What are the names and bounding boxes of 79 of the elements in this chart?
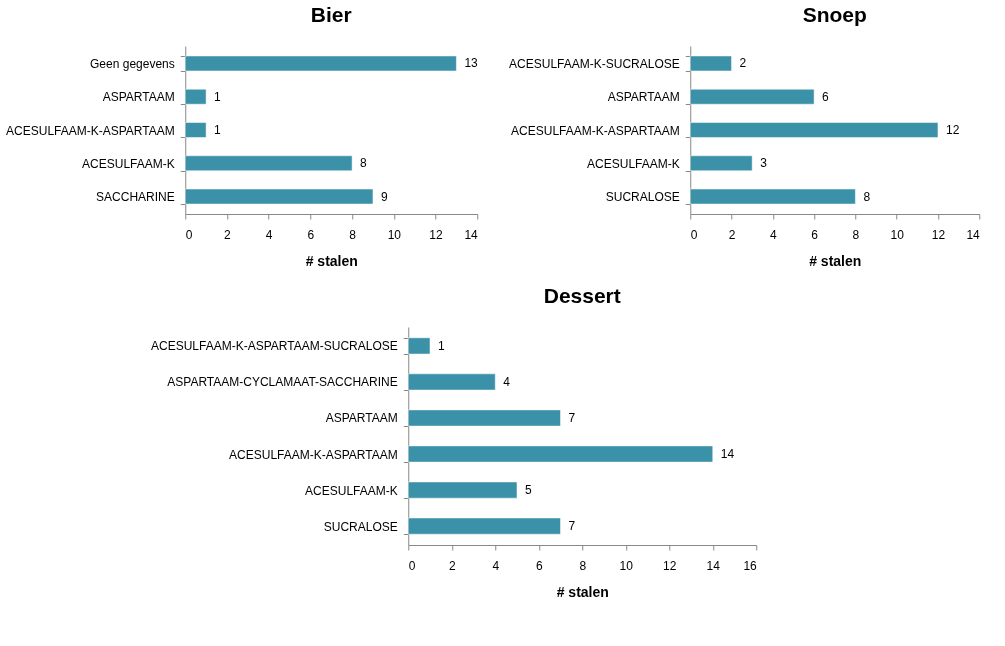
x-tick-label: 12 bbox=[663, 558, 677, 573]
x-tick-label: 16 bbox=[743, 558, 758, 573]
y-tick-label: ACESULFAAM-K bbox=[305, 483, 398, 498]
x-axis-title: # stalen bbox=[809, 252, 862, 269]
x-tick-label: 12 bbox=[931, 227, 946, 242]
x-tick-label: 4 bbox=[769, 227, 777, 242]
x-tick-label: 14 bbox=[706, 558, 721, 573]
bar bbox=[408, 337, 431, 355]
x-tick-label: 14 bbox=[966, 227, 981, 242]
x-tick-label: 4 bbox=[265, 227, 273, 242]
x-tick-label: 6 bbox=[307, 227, 315, 242]
x-tick-label: 6 bbox=[811, 227, 819, 242]
y-tick-label: ASPARTAAM bbox=[102, 90, 175, 105]
bar bbox=[185, 122, 207, 138]
x-tick-label: 2 bbox=[448, 558, 456, 573]
x-axis-title: # stalen bbox=[305, 252, 358, 269]
bar bbox=[185, 55, 457, 72]
y-tick-label: SUCRALOSE bbox=[605, 190, 680, 205]
bar bbox=[690, 55, 732, 72]
x-tick-label: 2 bbox=[728, 227, 736, 242]
x-tick-label: 0 bbox=[185, 227, 193, 242]
bar bbox=[185, 155, 353, 171]
x-tick-label: 10 bbox=[890, 227, 905, 242]
data-label: 9 bbox=[380, 189, 388, 204]
y-tick-label: ASPARTAAM bbox=[325, 411, 398, 426]
bar bbox=[690, 155, 753, 171]
x-tick-label: 12 bbox=[429, 227, 444, 242]
data-label: 7 bbox=[568, 410, 576, 425]
x-tick-label: 14 bbox=[464, 227, 479, 242]
y-tick-label: ASPARTAAM bbox=[607, 90, 680, 105]
x-tick-label: 0 bbox=[408, 558, 416, 573]
y-tick-label: SACCHARINE bbox=[96, 190, 175, 205]
bar bbox=[690, 89, 815, 105]
x-tick-label: 0 bbox=[690, 227, 698, 242]
bar bbox=[408, 445, 713, 463]
bar bbox=[690, 122, 939, 138]
data-label: 1 bbox=[438, 338, 445, 353]
y-tick-label: SUCRALOSE bbox=[323, 519, 398, 534]
x-tick-label: 10 bbox=[387, 227, 402, 242]
bar bbox=[408, 409, 561, 427]
bar bbox=[185, 188, 374, 205]
data-label: 6 bbox=[822, 89, 830, 104]
x-axis-title: # stalen bbox=[556, 583, 609, 600]
y-tick-label: ACESULFAAM-K-ASPARTAAM bbox=[6, 123, 175, 138]
data-label: 7 bbox=[568, 519, 576, 534]
data-label: 2 bbox=[739, 56, 747, 71]
bar bbox=[408, 481, 518, 499]
bar bbox=[408, 373, 496, 391]
x-tick-label: 2 bbox=[224, 227, 232, 242]
chart-title: Dessert bbox=[543, 284, 621, 307]
x-tick-label: 10 bbox=[619, 558, 634, 573]
x-tick-label: 6 bbox=[535, 558, 543, 573]
y-tick-label: ACESULFAAM-K bbox=[82, 156, 175, 171]
y-tick-label: Geen gegevens bbox=[90, 56, 175, 71]
data-label: 1 bbox=[214, 123, 222, 137]
chart-title: Snoep bbox=[802, 3, 867, 26]
data-label: 1 bbox=[214, 89, 222, 104]
y-tick-label: ACESULFAAM-K-ASPARTAAM bbox=[511, 123, 680, 138]
x-tick-label: 8 bbox=[852, 227, 860, 242]
data-label: 8 bbox=[360, 156, 368, 171]
x-tick-label: 4 bbox=[492, 558, 500, 573]
bar bbox=[408, 517, 561, 535]
data-label: 3 bbox=[760, 156, 768, 171]
chart-title: Bier bbox=[310, 3, 352, 26]
bar bbox=[185, 89, 207, 105]
data-label: 14 bbox=[720, 447, 735, 462]
data-label: 5 bbox=[525, 483, 532, 498]
data-label: 8 bbox=[863, 189, 871, 204]
y-tick-label: ACESULFAAM-K-ASPARTAAM bbox=[229, 447, 398, 462]
x-tick-label: 8 bbox=[579, 558, 587, 573]
y-tick-label: ASPARTAAM-CYCLAMAAT-SACCHARINE bbox=[167, 375, 398, 390]
y-tick-label: ACESULFAAM-K bbox=[587, 156, 680, 171]
data-label: 4 bbox=[503, 374, 511, 389]
y-tick-label: ACESULFAAM-K-SUCRALOSE bbox=[509, 56, 680, 71]
data-label: 12 bbox=[945, 123, 960, 137]
y-tick-label: ACESULFAAM-K-ASPARTAAM-SUCRALOSE bbox=[151, 339, 398, 354]
data-label: 13 bbox=[464, 56, 479, 71]
bar bbox=[690, 188, 856, 205]
x-tick-label: 8 bbox=[349, 227, 357, 242]
